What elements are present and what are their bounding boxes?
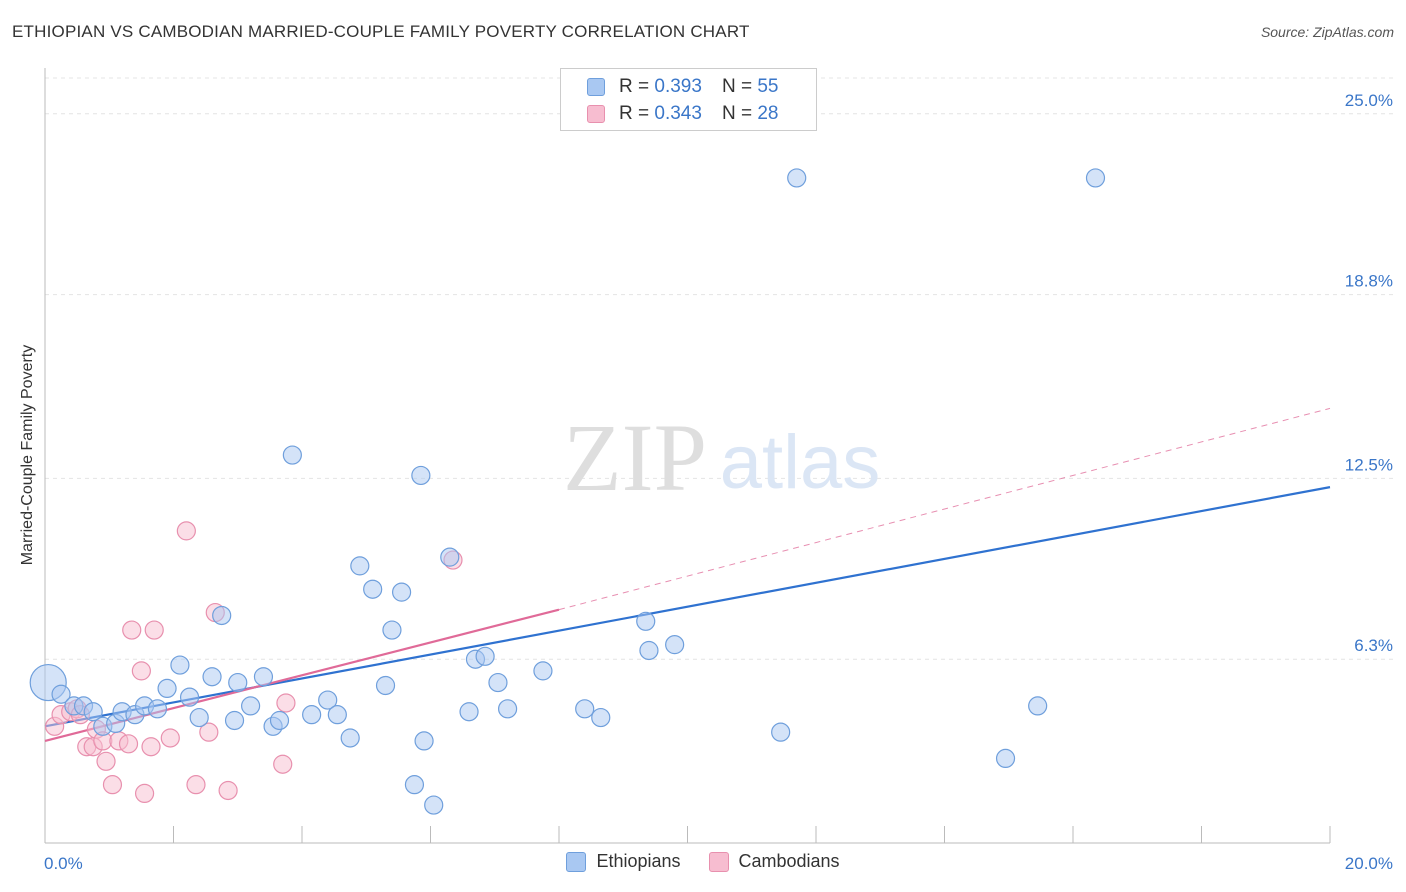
ethiopians-point [411, 465, 431, 486]
ethiopians-point [404, 775, 425, 795]
cambodians-legend-label: Cambodians [738, 851, 840, 871]
ethiopians-point [253, 667, 274, 687]
y-tick-label: 6.3% [1354, 636, 1393, 655]
x-tick-label-min: 0.0% [44, 854, 83, 873]
ethiopians-point [459, 702, 479, 722]
tick-label-layer: 6.3% 12.5% 18.8% 25.0% 0.0% 20.0% [44, 91, 1393, 873]
ethiopians-point [665, 635, 685, 655]
cambodians-point [102, 775, 123, 795]
ethiopians-point [475, 646, 495, 666]
ethiopians-swatch [587, 78, 605, 96]
r-value: 0.343 [654, 103, 702, 124]
ethiopians-point [224, 710, 245, 731]
ethiopians-point [189, 707, 209, 728]
ethiopians-point [51, 684, 71, 704]
chart-title: ETHIOPIAN VS CAMBODIAN MARRIED-COUPLE FA… [12, 22, 750, 41]
ethiopians-point [440, 547, 460, 567]
cambodians-point [131, 661, 151, 681]
cambodians-point [186, 775, 206, 795]
cambodians-point [144, 620, 164, 640]
cambodians-trend-extension [558, 407, 1331, 611]
ethiopians-point [202, 667, 222, 687]
source-credit: Source: ZipAtlas.com [1260, 24, 1394, 40]
ethiopians-point [533, 661, 553, 681]
ethiopians-point [302, 705, 322, 725]
cambodians-point [134, 783, 155, 804]
cambodians-points [45, 521, 463, 804]
ethiopians-point [488, 672, 508, 693]
ethiopians-point [363, 579, 383, 599]
r-label: R = [619, 103, 650, 124]
ethiopians-point [241, 696, 261, 716]
cambodians-legend-swatch [708, 851, 729, 872]
ethiopians-point [179, 687, 200, 707]
series-legend: Ethiopians Cambodians [0, 851, 1406, 872]
ethiopians-points [29, 168, 1106, 815]
ethiopians-point [212, 605, 232, 626]
ethiopians-point [147, 699, 168, 719]
cambodians-point [96, 751, 116, 771]
legend-row-ethiopians: R = 0.393 N = 55 [587, 75, 778, 99]
ethiopians-legend-swatch [566, 851, 587, 872]
cambodians-point [176, 521, 196, 541]
cambodians-point [122, 620, 142, 640]
ethiopians-point [498, 699, 518, 719]
legend-row-cambodians: R = 0.343 N = 28 [587, 102, 778, 126]
ethiopians-point [340, 728, 360, 748]
cambodians-swatch [587, 105, 605, 123]
watermark-zip: ZIP [563, 404, 707, 511]
ethiopians-point [575, 699, 595, 719]
y-tick-label: 12.5% [1345, 455, 1393, 474]
ethiopians-point [282, 445, 302, 465]
cambodians-point [273, 754, 293, 774]
cambodians-point [160, 728, 180, 748]
y-tick-label: 25.0% [1345, 91, 1393, 110]
axis-layer [44, 68, 1331, 844]
ethiopians-point [375, 675, 396, 696]
cambodians-point [118, 734, 139, 754]
legend-item-cambodians[interactable]: Cambodians [708, 851, 840, 872]
ethiopians-point [1028, 696, 1048, 716]
cambodians-point [276, 693, 296, 713]
ethiopians-point [350, 556, 370, 576]
x-tick-label-max: 20.0% [1345, 854, 1393, 873]
correlation-legend: R = 0.393 N = 55 R = 0.343 N = 28 [560, 68, 817, 131]
ethiopians-point [318, 690, 338, 710]
n-label: N = [721, 103, 753, 124]
ethiopians-point [639, 640, 659, 661]
ethiopians-point [83, 702, 103, 722]
ethiopians-point [327, 705, 347, 725]
ethiopians-point [391, 582, 412, 602]
watermark-atlas: atlas [720, 420, 881, 505]
ethiopians-point [1085, 168, 1106, 188]
ethiopians-point [228, 672, 248, 693]
cambodians-point [199, 722, 219, 742]
ethiopians-point [170, 655, 190, 675]
cambodians-point [218, 780, 238, 801]
y-tick-label: 18.8% [1345, 272, 1393, 291]
cambodians-point [141, 737, 161, 757]
ethiopians-point [995, 748, 1016, 769]
ethiopians-point [382, 620, 402, 640]
legend-item-ethiopians[interactable]: Ethiopians [566, 851, 681, 872]
ethiopians-point [157, 678, 177, 699]
n-value: 28 [757, 103, 779, 124]
ethiopians-point [636, 611, 656, 631]
n-value: 55 [757, 76, 779, 97]
ethiopians-point [414, 731, 434, 751]
r-label: R = [619, 76, 650, 97]
ethiopians-point [771, 722, 791, 742]
n-label: N = [721, 76, 753, 97]
ethiopians-point [591, 707, 611, 728]
ethiopians-legend-label: Ethiopians [596, 851, 681, 871]
ethiopians-point [787, 168, 807, 188]
ethiopians-point [269, 710, 290, 731]
grid-layer [45, 77, 1395, 660]
r-value: 0.393 [654, 76, 702, 97]
ethiopians-point [424, 795, 444, 815]
